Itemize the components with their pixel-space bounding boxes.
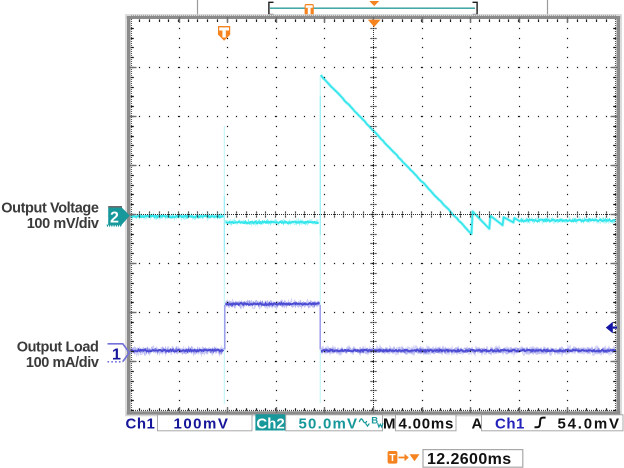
svg-text:Ch1: Ch1	[126, 415, 156, 432]
svg-text:12.2600ms: 12.2600ms	[427, 451, 512, 468]
svg-text:Output Voltage: Output Voltage	[1, 201, 99, 217]
svg-text:100 mV/div: 100 mV/div	[27, 216, 99, 232]
svg-text:T: T	[389, 452, 396, 464]
svg-text:54.0mV: 54.0mV	[558, 415, 621, 432]
svg-text:2: 2	[110, 210, 119, 227]
svg-text:Ch1: Ch1	[495, 415, 525, 432]
svg-text:A: A	[472, 415, 483, 432]
svg-text:50.0mV: 50.0mV	[299, 415, 359, 432]
svg-text:M: M	[383, 415, 396, 432]
svg-text:B: B	[371, 416, 378, 427]
svg-text:100mV: 100mV	[174, 415, 230, 432]
svg-text:100 mA/div: 100 mA/div	[26, 355, 99, 371]
svg-text:Output Load: Output Load	[17, 340, 99, 356]
svg-text:4.00ms: 4.00ms	[399, 415, 455, 432]
svg-text:Ch2: Ch2	[256, 415, 284, 432]
svg-text:1: 1	[112, 347, 121, 364]
